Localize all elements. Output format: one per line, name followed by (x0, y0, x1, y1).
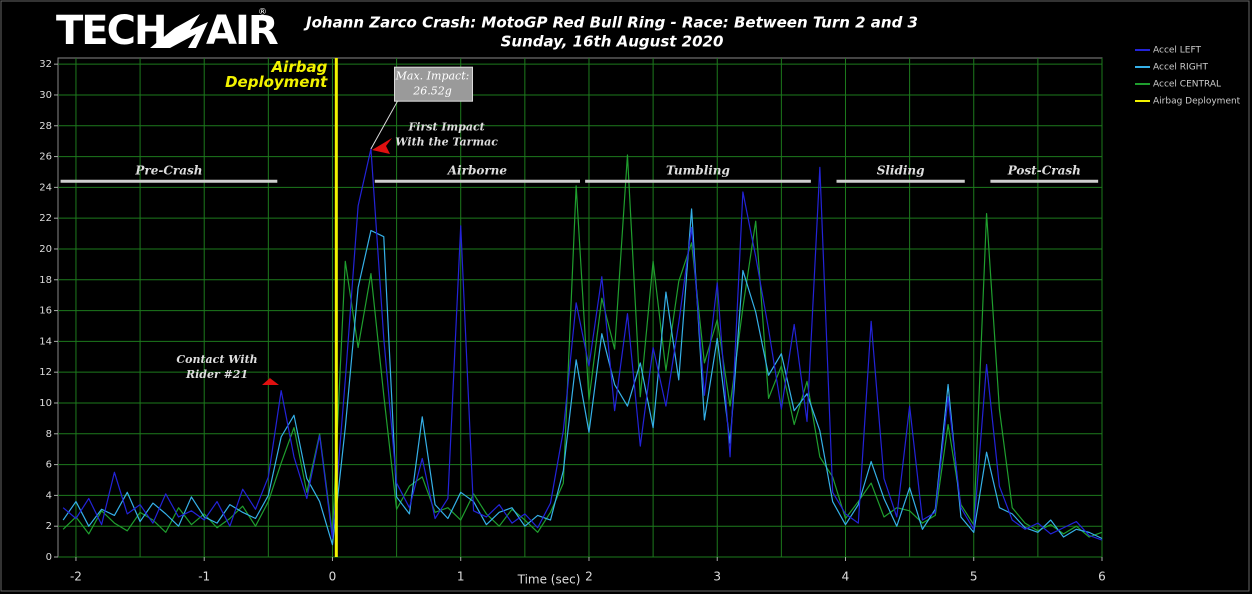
phase-label: Post-Crash (1007, 164, 1081, 178)
y-tick-label: 24 (39, 182, 52, 193)
phase-label: Airborne (447, 164, 508, 178)
arrow (372, 138, 392, 154)
series-line (62, 148, 1103, 541)
annotation-text: First Impact (407, 121, 484, 134)
annotation-text: 26.52g (412, 85, 452, 98)
y-tick-label: 18 (39, 275, 52, 286)
annotation-text: Deployment (225, 73, 328, 91)
chart-title: Sunday, 16th August 2020 (501, 33, 724, 51)
annotation-text: Max. Impact: (395, 70, 470, 83)
x-tick-label: 1 (457, 570, 465, 584)
phase-label: Sliding (877, 164, 925, 178)
y-tick-label: 12 (39, 367, 52, 378)
x-axis-label: Time (sec) (517, 573, 581, 587)
y-tick-label: 30 (39, 90, 52, 101)
y-tick-label: 4 (46, 490, 52, 501)
annotation-box (394, 66, 474, 102)
y-tick-label: 32 (39, 59, 52, 70)
x-tick-label: 3 (713, 570, 721, 584)
legend-label: Airbag Deployment (1153, 97, 1241, 107)
x-tick-label: 4 (842, 570, 850, 584)
logo: TECH AIR ® (56, 8, 280, 55)
annotation-text: Airbag (271, 58, 328, 76)
y-tick-label: 6 (46, 460, 52, 471)
plot-area (57, 57, 1103, 558)
phase-label: Pre-Crash (134, 164, 202, 178)
y-tick-label: 2 (46, 521, 52, 532)
logo-swoosh (150, 14, 208, 48)
annotation-text: Contact With (176, 353, 257, 366)
x-tick-label: 6 (1098, 570, 1106, 584)
x-tick-label: 0 (329, 570, 337, 584)
annotation-text: Rider #21 (185, 368, 248, 381)
legend-label: Accel LEFT (1153, 46, 1202, 56)
y-tick-label: 0 (46, 552, 52, 563)
y-tick-label: 16 (39, 306, 52, 317)
annotation-leader (370, 100, 398, 150)
phase-label: Tumbling (666, 164, 730, 178)
y-tick-label: 20 (39, 244, 52, 255)
y-tick-label: 8 (46, 429, 52, 440)
legend-label: Accel CENTRAL (1153, 80, 1221, 90)
x-tick-label: 5 (970, 570, 978, 584)
y-tick-label: 28 (39, 121, 52, 132)
arrow (262, 372, 279, 385)
logo-mark: ® (258, 8, 267, 18)
legend-label: Accel RIGHT (1153, 63, 1208, 73)
y-tick-label: 10 (39, 398, 52, 409)
logo-text: AIR (206, 8, 278, 54)
x-tick-label: 2 (585, 570, 593, 584)
x-tick-label: -1 (198, 570, 210, 584)
logo-text: TECH (56, 8, 165, 54)
x-tick-label: -2 (70, 570, 82, 584)
annotation-text: With the Tarmac (395, 136, 498, 149)
chart-title: Johann Zarco Crash: MotoGP Red Bull Ring… (303, 14, 918, 32)
y-tick-label: 14 (39, 336, 52, 347)
y-tick-label: 22 (39, 213, 52, 224)
y-tick-label: 26 (39, 152, 52, 163)
